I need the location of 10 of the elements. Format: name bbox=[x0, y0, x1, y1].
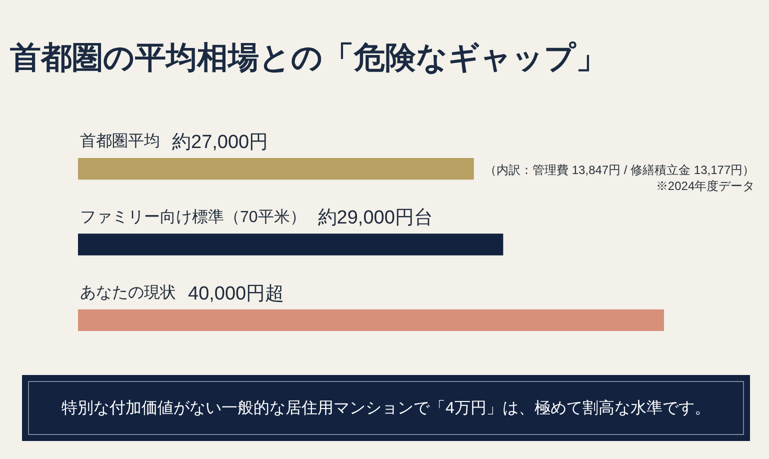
data-label: 約29,000円台 bbox=[318, 208, 433, 229]
data-label: 約27,000円 bbox=[172, 132, 268, 154]
annotation: ※2024年度データ bbox=[656, 179, 755, 194]
y-tick-label: あなたの現状 bbox=[80, 284, 176, 302]
y-tick-label: 首都圏平均 bbox=[80, 132, 160, 150]
text: 特別な付加価値がない一般的な居住用マンションで「4万円」は、極めて割高な水準です。 bbox=[62, 398, 710, 418]
annotation: （内訳：管理費 13,847円 / 修繕積立金 13,177円） bbox=[484, 163, 755, 178]
data-label: 40,000円超 bbox=[188, 283, 284, 304]
y-tick-label: ファミリー向け標準（70平米） bbox=[80, 208, 306, 226]
chart-title: 首都圏の平均相場との「危険なギャップ」 bbox=[10, 39, 607, 77]
